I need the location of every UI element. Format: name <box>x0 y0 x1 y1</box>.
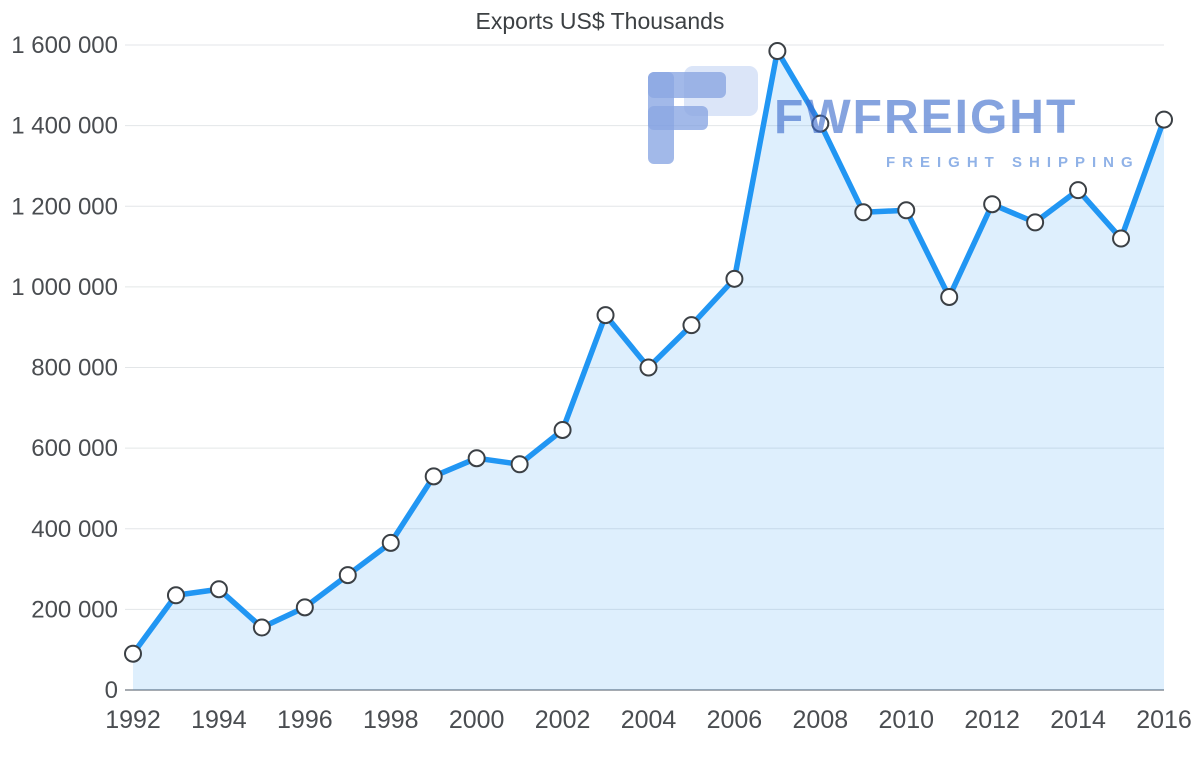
x-axis-label: 2012 <box>964 706 1020 734</box>
data-point[interactable] <box>553 420 572 439</box>
data-point[interactable] <box>252 618 271 637</box>
x-axis-label: 2002 <box>535 706 591 734</box>
data-point[interactable] <box>166 586 185 605</box>
y-axis-label: 600 000 <box>31 435 118 462</box>
data-point[interactable] <box>811 114 830 133</box>
data-point[interactable] <box>596 306 615 325</box>
x-axis-label: 2008 <box>793 706 849 734</box>
y-axis-label: 0 <box>105 677 118 704</box>
y-axis-label: 400 000 <box>31 516 118 543</box>
y-axis-label: 1 400 000 <box>11 113 118 140</box>
y-axis-label: 1 000 000 <box>11 274 118 301</box>
data-point[interactable] <box>124 644 142 663</box>
y-axis-label: 1 200 000 <box>11 193 118 220</box>
data-point[interactable] <box>209 580 228 599</box>
data-point[interactable] <box>725 269 744 288</box>
y-axis-label: 1 600 000 <box>11 32 118 59</box>
y-axis-label: 200 000 <box>31 596 118 623</box>
x-axis-label: 2004 <box>621 706 677 734</box>
data-point[interactable] <box>295 598 314 617</box>
data-point[interactable] <box>1026 213 1045 232</box>
data-point[interactable] <box>1155 110 1173 129</box>
data-point[interactable] <box>338 566 357 585</box>
x-axis-label: 2016 <box>1136 706 1192 734</box>
x-axis-label: 2010 <box>878 706 934 734</box>
data-point[interactable] <box>854 203 873 222</box>
x-axis-label: 2014 <box>1050 706 1106 734</box>
data-point[interactable] <box>510 455 529 474</box>
data-point[interactable] <box>897 201 916 220</box>
x-axis-label: 2000 <box>449 706 505 734</box>
chart-title: Exports US$ Thousands <box>475 8 725 34</box>
data-point[interactable] <box>467 449 486 468</box>
data-point[interactable] <box>940 287 959 306</box>
data-point[interactable] <box>682 316 701 335</box>
x-axis-label: 1998 <box>363 706 419 734</box>
x-axis-label: 2006 <box>707 706 763 734</box>
data-point[interactable] <box>381 533 400 552</box>
data-point[interactable] <box>424 467 443 486</box>
data-point[interactable] <box>983 195 1002 214</box>
data-point[interactable] <box>768 42 787 61</box>
y-axis-label: 800 000 <box>31 355 118 382</box>
x-axis-label: 1992 <box>105 706 161 734</box>
x-axis-label: 1994 <box>191 706 247 734</box>
data-point[interactable] <box>1112 229 1131 248</box>
x-axis-label: 1996 <box>277 706 333 734</box>
data-point[interactable] <box>1069 181 1088 200</box>
data-point[interactable] <box>639 358 658 377</box>
